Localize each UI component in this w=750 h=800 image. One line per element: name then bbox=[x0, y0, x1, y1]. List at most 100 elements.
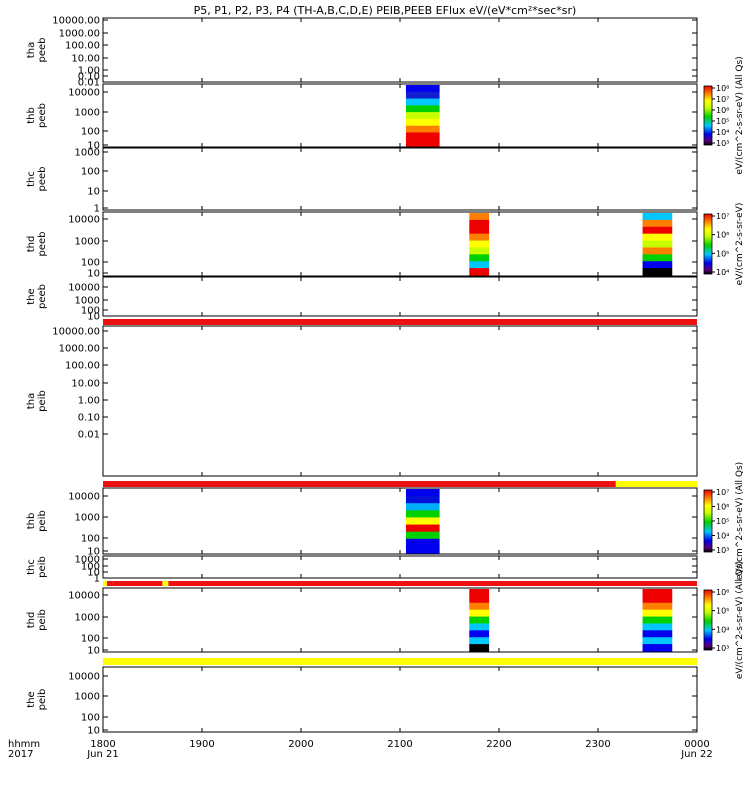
colorbar-gradient bbox=[703, 489, 713, 553]
panel-thb-peib: 10000 1000 100 10 thbpeib bbox=[26, 487, 698, 558]
ytick-label: 1000 bbox=[75, 555, 100, 566]
spectrogram-cell bbox=[642, 595, 673, 604]
ytick-label: 1000 bbox=[75, 513, 100, 524]
spectrogram-cell bbox=[405, 531, 440, 540]
state-bar bbox=[103, 658, 697, 665]
ytick-label: 10000 bbox=[68, 672, 100, 683]
panel-frame bbox=[102, 587, 698, 653]
ytick-label: 100 bbox=[81, 713, 100, 724]
spectrogram-cell bbox=[469, 219, 490, 228]
state-bar-segment bbox=[162, 581, 169, 586]
spectrogram-cell bbox=[405, 545, 440, 554]
spectrogram-cell bbox=[405, 112, 440, 120]
panel-label: thdpeib bbox=[26, 609, 48, 631]
spectrogram-cell bbox=[469, 595, 490, 604]
spectrogram-cell bbox=[405, 118, 440, 127]
state-bar-segment bbox=[103, 481, 616, 487]
colorbar-tick-label: 10⁷ bbox=[716, 95, 729, 104]
spectrogram-cell bbox=[469, 254, 490, 262]
spectrogram-cell bbox=[405, 489, 440, 497]
spectrogram-cell bbox=[469, 602, 490, 611]
ytick-label: 10000.00 bbox=[52, 16, 100, 27]
panel-label: thcpeeb bbox=[26, 167, 48, 192]
spectrogram-cell bbox=[642, 226, 673, 235]
colorbar-title: eV/(cm^2-s-sr-eV) (All Qs) bbox=[735, 462, 745, 580]
xtick-label: 1800 bbox=[90, 739, 115, 750]
ytick-label: 1000 bbox=[75, 237, 100, 248]
spectrogram-cell bbox=[469, 616, 490, 625]
spectrogram-cell bbox=[405, 125, 440, 134]
ytick-label: 1 bbox=[94, 204, 100, 215]
ytick-label: 1.00 bbox=[78, 66, 100, 77]
colorbar-cb4: 10³ 10⁴ 10⁵ 10⁶ eV/(cm^2-s-sr-eV) (All Qs) bbox=[703, 561, 745, 679]
spectrogram-cell bbox=[469, 261, 490, 269]
colorbar-tick-label: 10⁵ bbox=[716, 117, 729, 126]
ytick-label: 100.00 bbox=[65, 41, 100, 52]
ytick-label: 100 bbox=[81, 127, 100, 138]
colorbar-tick-label: 10⁴ bbox=[716, 268, 729, 277]
colorbar-cb3: 10³ 10⁴ 10⁵ 10⁶ 10⁷ eV/(cm^2-s-sr-eV) (All Qs… bbox=[703, 462, 745, 580]
state-bar-segment bbox=[103, 658, 697, 665]
colorbar-cb2: 10⁴ 10⁵ 10⁶ 10⁷ eV/(cm^2-s-sr-eV) bbox=[703, 203, 745, 286]
spectrogram-cell bbox=[469, 268, 490, 276]
xtick-label: 2300 bbox=[585, 739, 610, 750]
ytick-label: 10 bbox=[87, 312, 100, 323]
colorbar-tick-label: 10⁵ bbox=[716, 607, 729, 616]
spectrogram-cell bbox=[642, 213, 673, 221]
spectrogram-cell bbox=[642, 623, 673, 631]
colorbar-title: eV/(cm^2-s-sr-eV) (All Qs) bbox=[735, 56, 745, 174]
ytick-label: 100 bbox=[81, 534, 100, 545]
spectrogram-block-0 bbox=[469, 213, 490, 276]
colorbars-layer: 10³ 10⁴ 10⁵ 10⁶ 10⁷ 10⁸ eV/(cm^2-s-sr-eV) (All… bbox=[703, 56, 745, 679]
xtick-label: 2100 bbox=[387, 739, 412, 750]
ytick-label: 1 bbox=[94, 574, 100, 585]
ytick-label: 10 bbox=[87, 568, 100, 579]
colorbar-title: eV/(cm^2-s-sr-eV) bbox=[735, 203, 745, 286]
colorbar-gradient bbox=[703, 85, 713, 146]
spectrogram-cell bbox=[642, 233, 673, 242]
ytick-label: 0.10 bbox=[78, 413, 100, 424]
panel-label: thepeeb bbox=[26, 284, 48, 309]
xtick-label: 1900 bbox=[189, 739, 214, 750]
panel-frame bbox=[102, 211, 698, 277]
colorbar-tick-label: 10⁶ bbox=[716, 231, 729, 240]
panel-frame bbox=[102, 147, 698, 211]
ytick-label: 100.00 bbox=[65, 361, 100, 372]
xtick-date-label: Jun 22 bbox=[680, 749, 713, 760]
panel-label: thcpeib bbox=[26, 556, 48, 578]
ytick-label: 100 bbox=[81, 258, 100, 269]
ytick-label: 10 bbox=[87, 269, 100, 280]
panel-frame bbox=[102, 276, 698, 317]
colorbar-tick-label: 10⁸ bbox=[716, 84, 729, 93]
panel-label: thdpeeb bbox=[26, 232, 48, 257]
panel-label: thbpeeb bbox=[26, 103, 48, 128]
spectrogram-cell bbox=[469, 589, 490, 597]
state-bar-segment bbox=[106, 581, 113, 586]
ytick-label: 100 bbox=[81, 167, 100, 178]
colorbar-tick-label: 10⁴ bbox=[716, 625, 729, 634]
ytick-label: 10.00 bbox=[71, 54, 100, 65]
spectrogram-cell bbox=[405, 524, 440, 533]
spectrogram-block-1 bbox=[642, 213, 673, 276]
spectrogram-cell bbox=[469, 623, 490, 631]
ytick-label: 10 bbox=[87, 646, 100, 657]
panel-label: thbpeib bbox=[26, 510, 48, 532]
xtick-label: 2000 bbox=[288, 739, 313, 750]
ytick-label: 10 bbox=[87, 547, 100, 558]
ytick-label: 0.10 bbox=[78, 72, 100, 83]
ytick-label: 100 bbox=[81, 562, 100, 573]
panels-layer: 10000.001000.00100.0010.001.000.100.01th… bbox=[26, 16, 698, 737]
spectrogram-cell bbox=[642, 602, 673, 611]
spectrogram-cell bbox=[469, 240, 490, 249]
state-bar-segment bbox=[103, 319, 697, 325]
spectrogram-cell bbox=[642, 589, 673, 597]
colorbar-tick-label: 10⁶ bbox=[716, 503, 729, 512]
spectrogram-cell bbox=[469, 247, 490, 255]
ytick-label: 10 bbox=[87, 726, 100, 737]
ytick-label: 0.01 bbox=[78, 430, 100, 441]
